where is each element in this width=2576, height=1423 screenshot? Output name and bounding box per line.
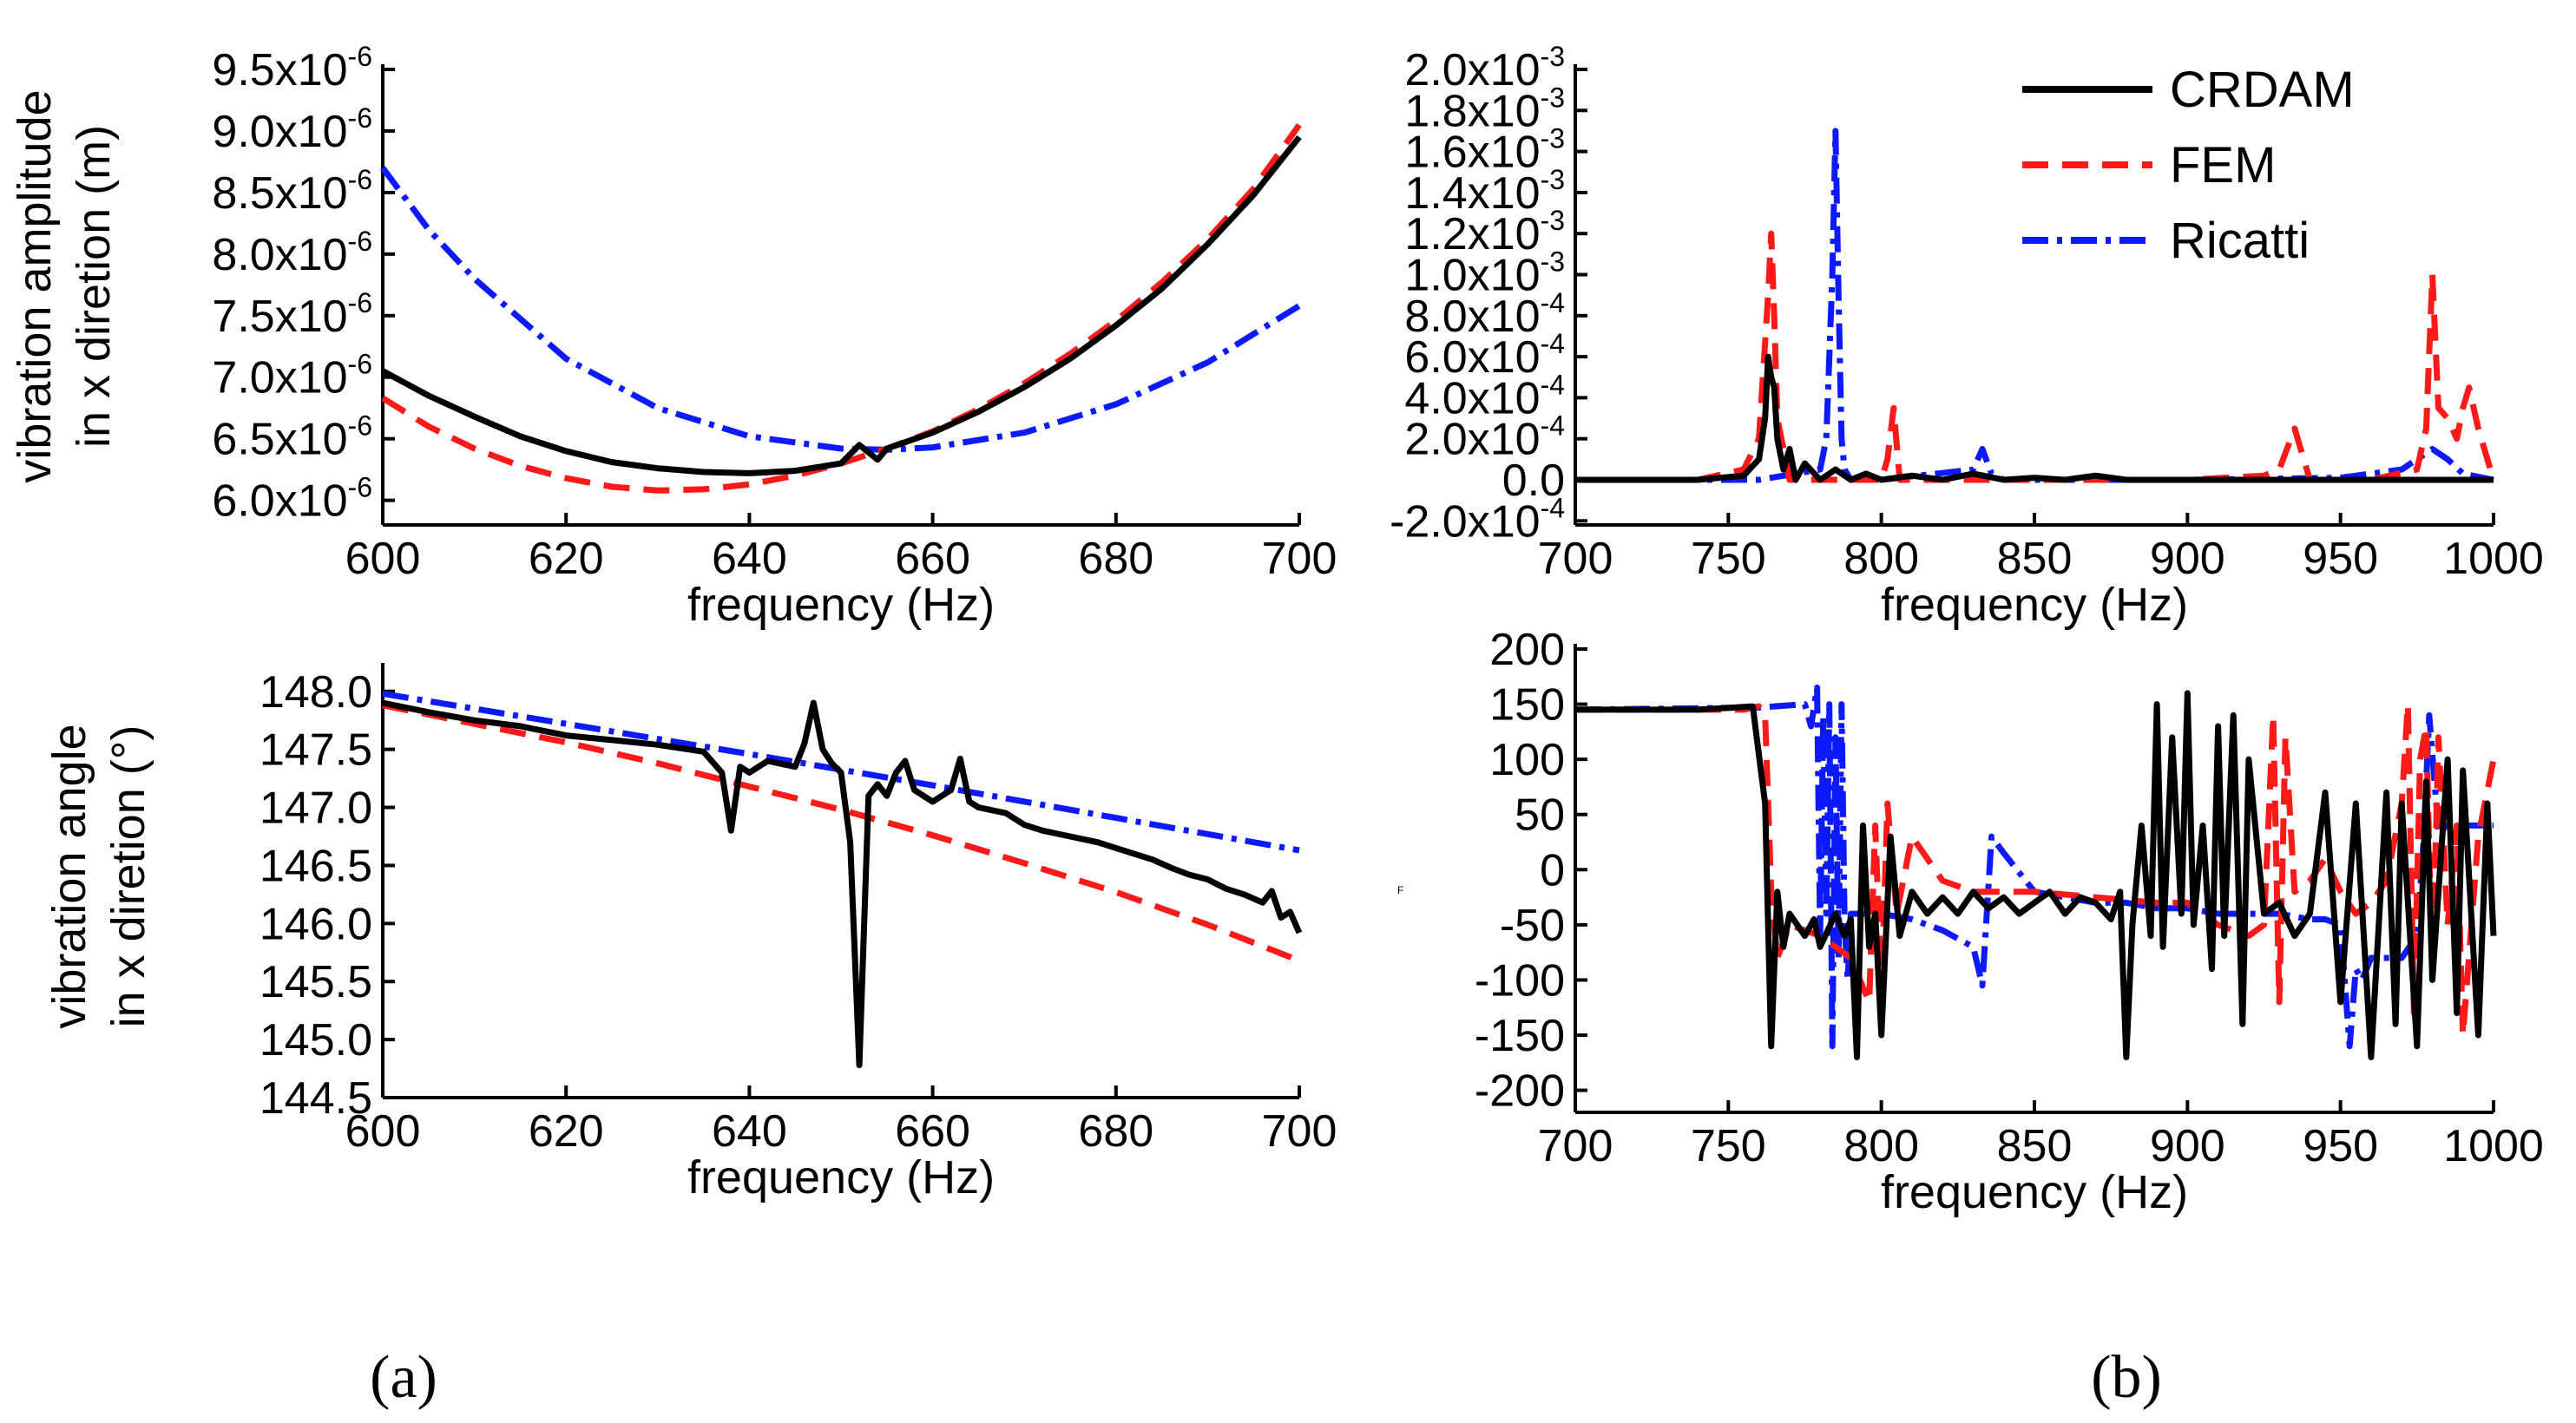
- a-bottom-xtick-label-680: 680: [1078, 1106, 1153, 1157]
- a-top-ytick-label-0p0000085: 8.5x10-6: [212, 164, 372, 219]
- a-top-xtick-label-620: 620: [529, 534, 604, 584]
- a-top-series-crdam: [381, 134, 1302, 476]
- a-top-xtick-label-660: 660: [895, 534, 970, 584]
- a-bottom-xtick-label-600: 600: [345, 1106, 421, 1157]
- panel-label-a: (a): [370, 1344, 437, 1411]
- b-top-xtick-label-750: 750: [1691, 534, 1766, 584]
- b-bottom-ytick-label-100: 100: [1489, 735, 1565, 785]
- chart-b-top: 700 750 800 850 900 950 1000 frequency (Hz) -2.0…: [1390, 41, 2544, 631]
- a-bottom-xtick-label-660: 660: [895, 1106, 970, 1157]
- a-bottom-xtick-label-700: 700: [1262, 1106, 1337, 1157]
- legend-label-crdam: CRDAM: [2170, 62, 2355, 118]
- b-bottom-x-title: frequency (Hz): [1881, 1166, 2188, 1218]
- b-top-xtick-label-1000: 1000: [2443, 534, 2544, 584]
- b-top-ytick-label-0p0006: 6.0x10-4: [1404, 328, 1565, 383]
- legend-label-ricatti: Ricatti: [2170, 213, 2310, 269]
- b-top-ytick-label-0p0016: 1.6x10-3: [1404, 123, 1565, 178]
- b-bottom-xtick-label-950: 950: [2303, 1121, 2378, 1171]
- chart-a-top: 600 620 640 660 680 700 frequency (Hz) 6.0x10-6…: [212, 41, 1337, 631]
- b-top-series-fem: [1575, 230, 2497, 483]
- a-top-ytick-label-0p000008: 8.0x10-6: [212, 226, 372, 280]
- panel-label-b: (b): [2091, 1344, 2162, 1411]
- b-bottom-ytick-label-m100: -100: [1475, 955, 1565, 1006]
- a-top-x-title: frequency (Hz): [687, 579, 995, 631]
- b-bottom-ytick-label-0: 0: [1540, 845, 1565, 895]
- b-top-series-crdam: [1575, 353, 2494, 483]
- a-top-y-title: vibration amplitude in x diretion (m): [9, 89, 120, 482]
- b-top-xtick-label-800: 800: [1843, 534, 1919, 584]
- b-top-xtick-label-950: 950: [2303, 534, 2378, 584]
- b-top-ytick-label-0p001: 1.0x10-3: [1404, 246, 1565, 300]
- legend-label-fem: FEM: [2170, 137, 2276, 193]
- b-top-ytick-label-0: 0.0: [1502, 456, 1565, 506]
- a-bottom-series-fem: [382, 702, 1301, 964]
- b-bottom-side-mark: F: [1397, 884, 1403, 896]
- b-top-ytick-label-0p0018: 1.8x10-3: [1404, 82, 1565, 136]
- b-bottom-ytick-label-50: 50: [1515, 790, 1565, 841]
- b-bottom-xtick-label-750: 750: [1691, 1121, 1766, 1171]
- a-bottom-ytick-label-145p5: 145.5: [260, 957, 372, 1007]
- b-bottom-series-crdam: [1575, 690, 2497, 1060]
- a-bottom-x-title: frequency (Hz): [687, 1151, 995, 1203]
- b-top-ytick-label-0p0004: 4.0x10-4: [1404, 369, 1565, 423]
- b-bottom-series-fem: [1575, 701, 2497, 1039]
- b-top-ytick-label-m0p0002: -2.0x10-4: [1390, 492, 1565, 547]
- a-top-ytick-label-0p0000075: 7.5x10-6: [212, 287, 372, 342]
- a-top-ytick-label-0p000006: 6.0x10-6: [212, 472, 372, 527]
- b-top-ytick-label-0p002: 2.0x10-3: [1404, 41, 1565, 95]
- a-bottom-ytick-label-147p5: 147.5: [260, 725, 372, 776]
- b-bottom-ytick-label-m50: -50: [1500, 901, 1565, 951]
- a-bottom-series-ricatti: [382, 690, 1300, 854]
- a-bottom-y-title-line1: vibration angle: [43, 724, 95, 1028]
- b-top-xtick-label-700: 700: [1538, 534, 1613, 584]
- b-top-ytick-label-0p0002: 2.0x10-4: [1404, 410, 1565, 465]
- a-top-ytick-label-0p0000095: 9.5x10-6: [212, 41, 372, 95]
- b-bottom-ytick-label-m150: -150: [1475, 1011, 1565, 1061]
- b-top-x-title: frequency (Hz): [1881, 579, 2188, 631]
- b-bottom-xtick-label-1000: 1000: [2443, 1121, 2544, 1171]
- b-bottom-xtick-label-800: 800: [1843, 1121, 1919, 1171]
- a-top-xtick-label-680: 680: [1078, 534, 1153, 584]
- a-top-y-title-line1: vibration amplitude: [9, 89, 61, 482]
- b-top-xtick-label-900: 900: [2150, 534, 2225, 584]
- a-top-xtick-label-700: 700: [1262, 534, 1337, 584]
- a-bottom-ytick-label-147: 147.0: [260, 784, 372, 834]
- a-bottom-y-title: vibration angle in x diretion (°): [43, 724, 154, 1028]
- a-top-ytick-label-0p000009: 9.0x10-6: [212, 102, 372, 157]
- a-top-ytick-label-0p000007: 7.0x10-6: [212, 349, 372, 403]
- a-top-y-title-line2: in x diretion (m): [68, 125, 120, 448]
- legend: CRDAM FEM Ricatti: [2022, 62, 2355, 269]
- b-bottom-ytick-label-m200: -200: [1475, 1066, 1565, 1117]
- b-bottom-series-ricatti: [1574, 685, 2494, 1050]
- a-bottom-ytick-label-146p5: 146.5: [260, 841, 372, 891]
- a-top-xtick-label-640: 640: [712, 534, 787, 584]
- b-bottom-ytick-label-200: 200: [1489, 625, 1565, 675]
- b-bottom-xtick-label-700: 700: [1538, 1121, 1613, 1171]
- a-top-ytick-label-0p0000065: 6.5x10-6: [212, 410, 372, 465]
- chart-a-bottom: 600 620 640 660 680 700 frequency (Hz) 144.5 145…: [260, 663, 1337, 1203]
- a-bottom-y-title-line2: in x diretion (°): [102, 725, 154, 1028]
- a-bottom-ytick-label-144p5: 144.5: [260, 1073, 372, 1124]
- a-bottom-ytick-label-145: 145.0: [260, 1015, 372, 1066]
- b-top-ytick-label-0p0012: 1.2x10-3: [1404, 205, 1565, 259]
- a-bottom-xtick-label-620: 620: [529, 1106, 604, 1157]
- a-top-series-ricatti: [380, 166, 1301, 453]
- b-top-xtick-label-850: 850: [1997, 534, 2073, 584]
- a-bottom-ytick-label-148: 148.0: [260, 667, 372, 718]
- a-bottom-xtick-label-640: 640: [712, 1106, 787, 1157]
- a-bottom-ytick-label-146: 146.0: [260, 899, 372, 949]
- b-top-ytick-label-0p0008: 8.0x10-4: [1404, 287, 1565, 342]
- b-bottom-xtick-label-900: 900: [2150, 1121, 2225, 1171]
- a-top-xtick-label-600: 600: [345, 534, 421, 584]
- b-bottom-ytick-label-150: 150: [1489, 680, 1565, 731]
- b-bottom-xtick-label-850: 850: [1997, 1121, 2073, 1171]
- b-top-ytick-label-0p0014: 1.4x10-3: [1404, 164, 1565, 219]
- a-bottom-series-crdam: [382, 699, 1303, 1068]
- b-top-series-ricatti: [1575, 128, 2494, 483]
